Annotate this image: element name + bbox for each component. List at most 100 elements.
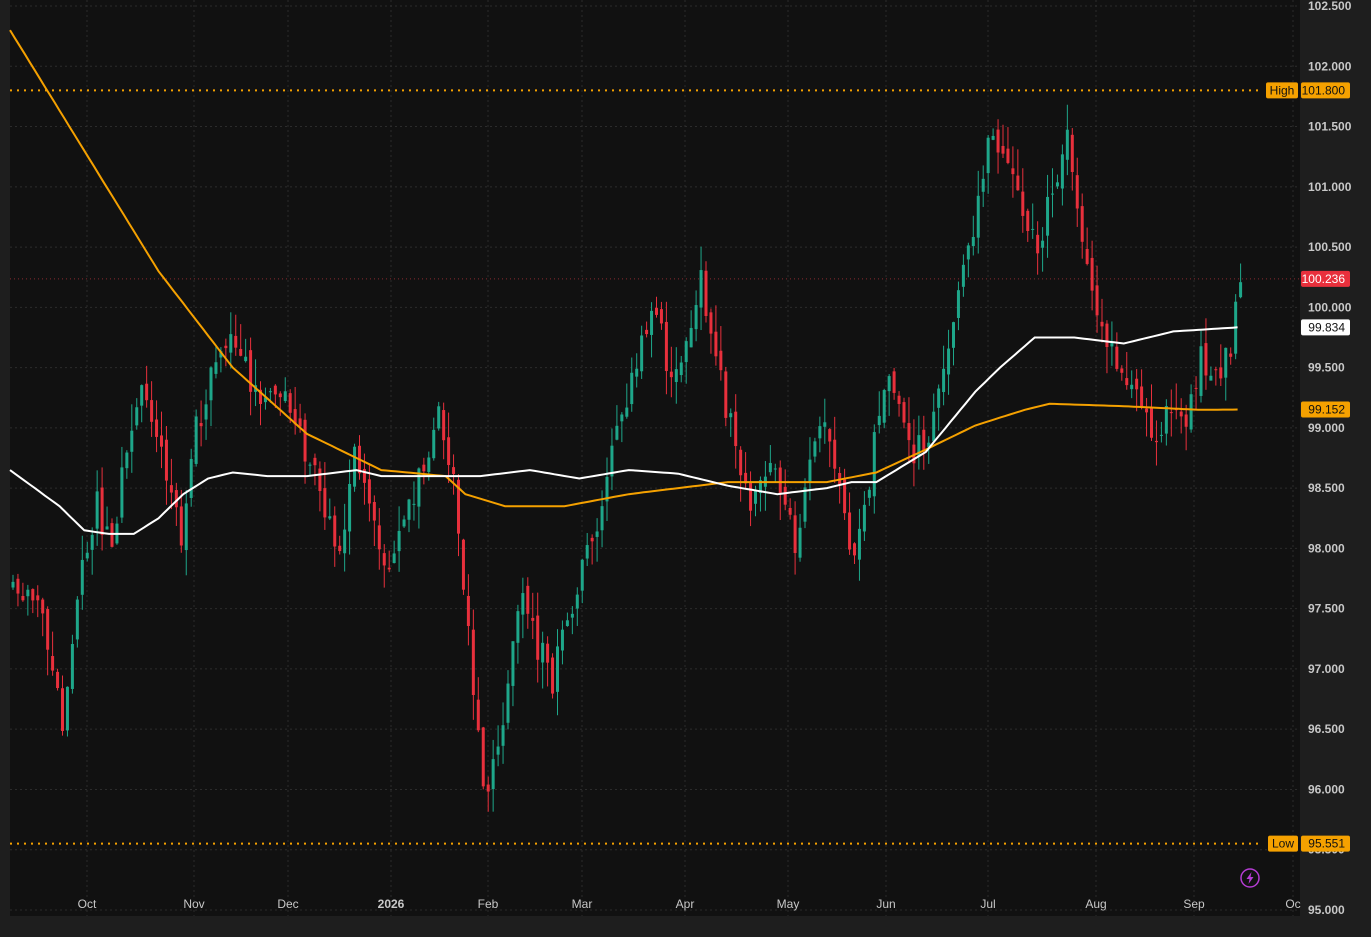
candle-body — [877, 415, 881, 426]
candle-body — [75, 599, 79, 640]
candle-body — [1055, 182, 1059, 187]
time-tick-label: Dec — [277, 897, 298, 911]
candle-body — [976, 195, 980, 238]
candle-body — [1150, 407, 1153, 438]
last-price-tag: 100.236 — [1302, 272, 1346, 286]
candle-body — [85, 552, 89, 559]
reference-lines — [10, 89, 1300, 845]
time-tick-label: Sep — [1183, 897, 1205, 911]
price-tick-label: 98.500 — [1308, 481, 1345, 495]
candle-body — [362, 469, 366, 483]
candle-body — [1120, 368, 1124, 373]
candle-body — [808, 459, 812, 483]
candle-body — [1135, 378, 1139, 390]
candle-body — [1179, 411, 1183, 417]
candle-body — [927, 442, 931, 448]
candle-body — [1110, 343, 1114, 347]
candle-body — [402, 519, 406, 527]
candle-body — [80, 559, 84, 595]
candle-body — [95, 491, 99, 529]
candle-body — [1199, 346, 1203, 396]
candle-body — [189, 458, 193, 498]
candle-body — [338, 545, 342, 552]
time-tick-label: May — [777, 897, 800, 911]
candle-body — [70, 643, 74, 689]
price-tick-label: 102.000 — [1308, 59, 1352, 73]
candle-body — [90, 534, 94, 550]
time-axis: Oct Nov Dec 2026 Feb Mar Apr May Jun Jul Aug Sep Oc — [78, 897, 1301, 911]
candle-body — [1031, 228, 1035, 230]
plot-background — [10, 0, 1300, 916]
candles — [11, 104, 1243, 812]
candle-body — [1229, 353, 1233, 357]
candle-body — [21, 596, 25, 601]
candle-body — [1095, 285, 1099, 316]
candle-body — [164, 439, 168, 481]
candle-body — [506, 683, 510, 723]
candle-body — [209, 367, 213, 401]
candle-body — [387, 567, 391, 570]
candle-body — [783, 486, 787, 505]
high-label-bg — [1266, 82, 1298, 99]
price-tick-label: 97.500 — [1308, 602, 1345, 616]
time-tick-label: Oct — [78, 897, 97, 911]
candle-body — [585, 545, 589, 559]
time-tick-label: Jun — [876, 897, 895, 911]
candle-body — [734, 411, 738, 447]
candle-body — [907, 423, 911, 441]
candle-body — [551, 657, 555, 694]
candle-body — [120, 467, 124, 518]
candle-body — [1075, 175, 1079, 209]
candle-body — [1105, 323, 1109, 348]
candle-body — [46, 609, 50, 650]
candle-body — [531, 617, 535, 621]
candle-body — [318, 468, 322, 492]
candle-body — [1159, 434, 1163, 436]
candle-body — [773, 468, 777, 470]
candle-body — [650, 310, 654, 335]
candle-body — [491, 759, 495, 790]
candle-body — [971, 237, 975, 247]
candle-body — [1164, 406, 1168, 434]
candle-body — [125, 452, 129, 469]
candle-body — [1070, 134, 1074, 172]
low-value-tag: 95.551 — [1308, 837, 1345, 851]
candle-body — [145, 383, 149, 401]
candle-body — [323, 488, 327, 518]
candle-body — [61, 688, 64, 731]
candle-body — [11, 581, 15, 588]
candle-body — [303, 419, 307, 462]
candle-body — [956, 290, 960, 318]
candle-body — [605, 476, 609, 502]
candle-body — [1145, 408, 1149, 413]
candle-body — [1060, 154, 1064, 189]
candle-body — [293, 409, 297, 425]
candle-body — [942, 368, 946, 393]
ma-orange-tag-bg — [1301, 401, 1350, 418]
candle-body — [1184, 414, 1188, 427]
candle-body — [367, 479, 371, 504]
candle-body — [268, 391, 272, 393]
candle-body — [110, 523, 114, 547]
candle-body — [848, 512, 852, 550]
candle-body — [843, 479, 847, 514]
candle-body — [36, 595, 40, 601]
candle-body — [565, 620, 569, 627]
candle-body — [343, 529, 347, 554]
candle-body — [739, 449, 743, 476]
time-tick-label: Feb — [478, 897, 499, 911]
time-tick-label: Nov — [183, 897, 204, 911]
candle-body — [417, 468, 421, 507]
high-value-tag-bg — [1301, 82, 1350, 99]
candle-body — [645, 329, 649, 335]
candle-body — [432, 429, 436, 459]
lightning-icon[interactable] — [1240, 868, 1260, 888]
candle-body — [298, 418, 302, 427]
candle-body — [560, 629, 564, 651]
time-tick-label: Apr — [676, 897, 695, 911]
candle-body — [244, 356, 248, 362]
candle-body — [947, 348, 951, 375]
candle-body — [1115, 346, 1119, 369]
